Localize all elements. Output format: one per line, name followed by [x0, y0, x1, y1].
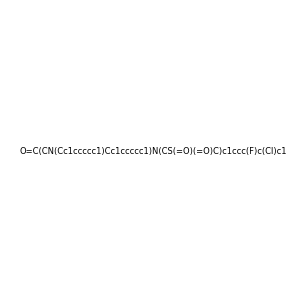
Text: O=C(CN(Cc1ccccc1)Cc1ccccc1)N(CS(=O)(=O)C)c1ccc(F)c(Cl)c1: O=C(CN(Cc1ccccc1)Cc1ccccc1)N(CS(=O)(=O)C… [20, 147, 287, 156]
